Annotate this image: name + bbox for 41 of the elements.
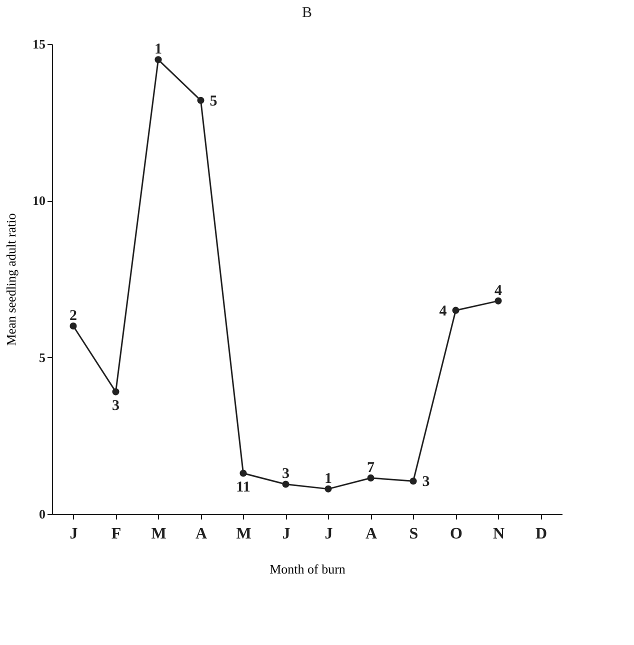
x-tick-label: A (365, 526, 378, 542)
annotation: 3 (112, 398, 120, 414)
x-tick-label: M (151, 526, 166, 542)
annotation: 3 (282, 466, 290, 482)
x-tick-label: O (450, 526, 462, 542)
point (494, 297, 502, 304)
chart-title: B (302, 5, 312, 21)
annotation: 3 (422, 474, 430, 490)
point (367, 474, 374, 482)
annotation: 2 (70, 308, 77, 324)
x-axis-title: Month of burn (270, 562, 346, 576)
point (240, 470, 247, 477)
annotation: 11 (236, 479, 250, 496)
x-tick-label: A (195, 526, 208, 542)
annotation: 1 (154, 42, 162, 58)
y-tick-label: 15 (32, 36, 46, 52)
y-tick-label: 5 (39, 350, 46, 365)
x-tick-label: J (282, 526, 290, 542)
point (154, 56, 162, 64)
point (70, 322, 77, 330)
x-tick-label: F (111, 526, 122, 542)
point (410, 478, 417, 485)
annotation: 4 (439, 303, 448, 320)
annotation: 5 (210, 93, 218, 110)
x-tick-label: M (236, 526, 252, 542)
annotation: 7 (367, 460, 375, 476)
y-axis-title: Mean seedling adult ratio (4, 213, 18, 346)
x-tick-label: N (492, 526, 505, 542)
y-tick-label: 0 (39, 506, 46, 522)
point (324, 485, 332, 492)
x-tick-label: J (324, 526, 333, 542)
point (197, 96, 204, 104)
x-tick-label: D (535, 526, 548, 542)
y-tick-label: 10 (32, 193, 46, 208)
x-tick-label: J (70, 526, 78, 542)
point (452, 306, 460, 314)
annotation: 4 (494, 282, 502, 299)
x-tick-label: S (409, 526, 418, 542)
point (282, 480, 290, 488)
point (112, 388, 120, 396)
annotation: 1 (324, 470, 332, 487)
